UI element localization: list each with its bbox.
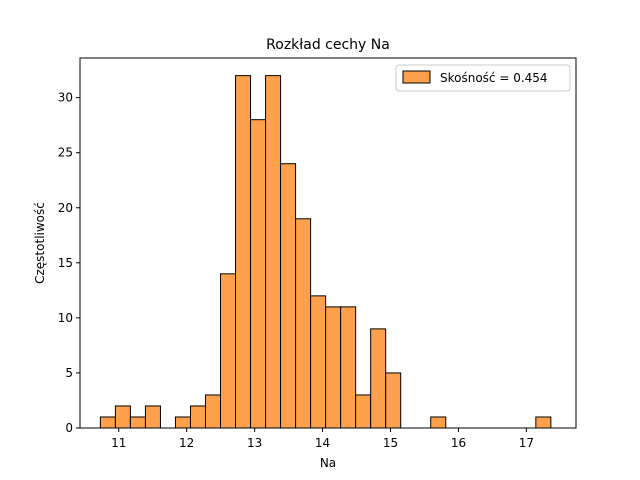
bars-layer [99,75,552,429]
x-tick-label: 15 [383,436,398,450]
x-tick-label: 17 [519,436,534,450]
ticks-layer: 11 12 13 14 15 16 17 0 5 10 15 20 25 30 [58,91,534,450]
histogram-bar [430,416,447,429]
histogram-bar [99,416,116,429]
x-axis-label: Na [320,456,336,470]
x-tick-label: 13 [247,436,262,450]
histogram-bar [310,295,327,429]
histogram-bar [189,405,206,429]
legend-label: Skośność = 0.454 [440,71,548,85]
legend-frame [395,64,571,92]
histogram-bar [235,75,252,429]
histogram-bar [114,405,131,429]
histogram-bar [535,416,552,429]
y-tick-label: 10 [58,311,73,325]
histogram-bar [265,75,282,429]
y-tick-label: 30 [58,91,73,105]
y-tick-label: 5 [65,366,73,380]
histogram-bar [370,328,387,429]
histogram-bar [144,405,161,429]
x-tick-label: 11 [111,436,126,450]
x-tick-label: 16 [451,436,466,450]
histogram-bar [340,306,357,429]
x-tick-label: 12 [179,436,194,450]
legend-swatch [402,70,431,84]
histogram-bar [355,394,372,429]
histogram-bar [129,416,146,429]
histogram-bar [385,372,402,429]
y-tick-label: 15 [58,256,73,270]
y-tick-label: 25 [58,146,73,160]
histogram-bar [250,119,267,429]
plot-area-frame [79,57,577,429]
legend: Skośność = 0.454 [395,64,571,92]
histogram-bar [280,163,297,429]
y-tick-label: 0 [65,421,73,435]
y-tick-label: 20 [58,201,73,215]
histogram-bar [220,273,237,429]
y-axis-label: Częstotliwość [33,202,47,284]
chart-title: Rozkład cechy Na [266,37,390,53]
histogram-bar [174,416,191,429]
histogram-bar [204,394,222,429]
histogram-bar [295,218,312,429]
x-tick-label: 14 [315,436,330,450]
histogram-bar [325,306,342,429]
